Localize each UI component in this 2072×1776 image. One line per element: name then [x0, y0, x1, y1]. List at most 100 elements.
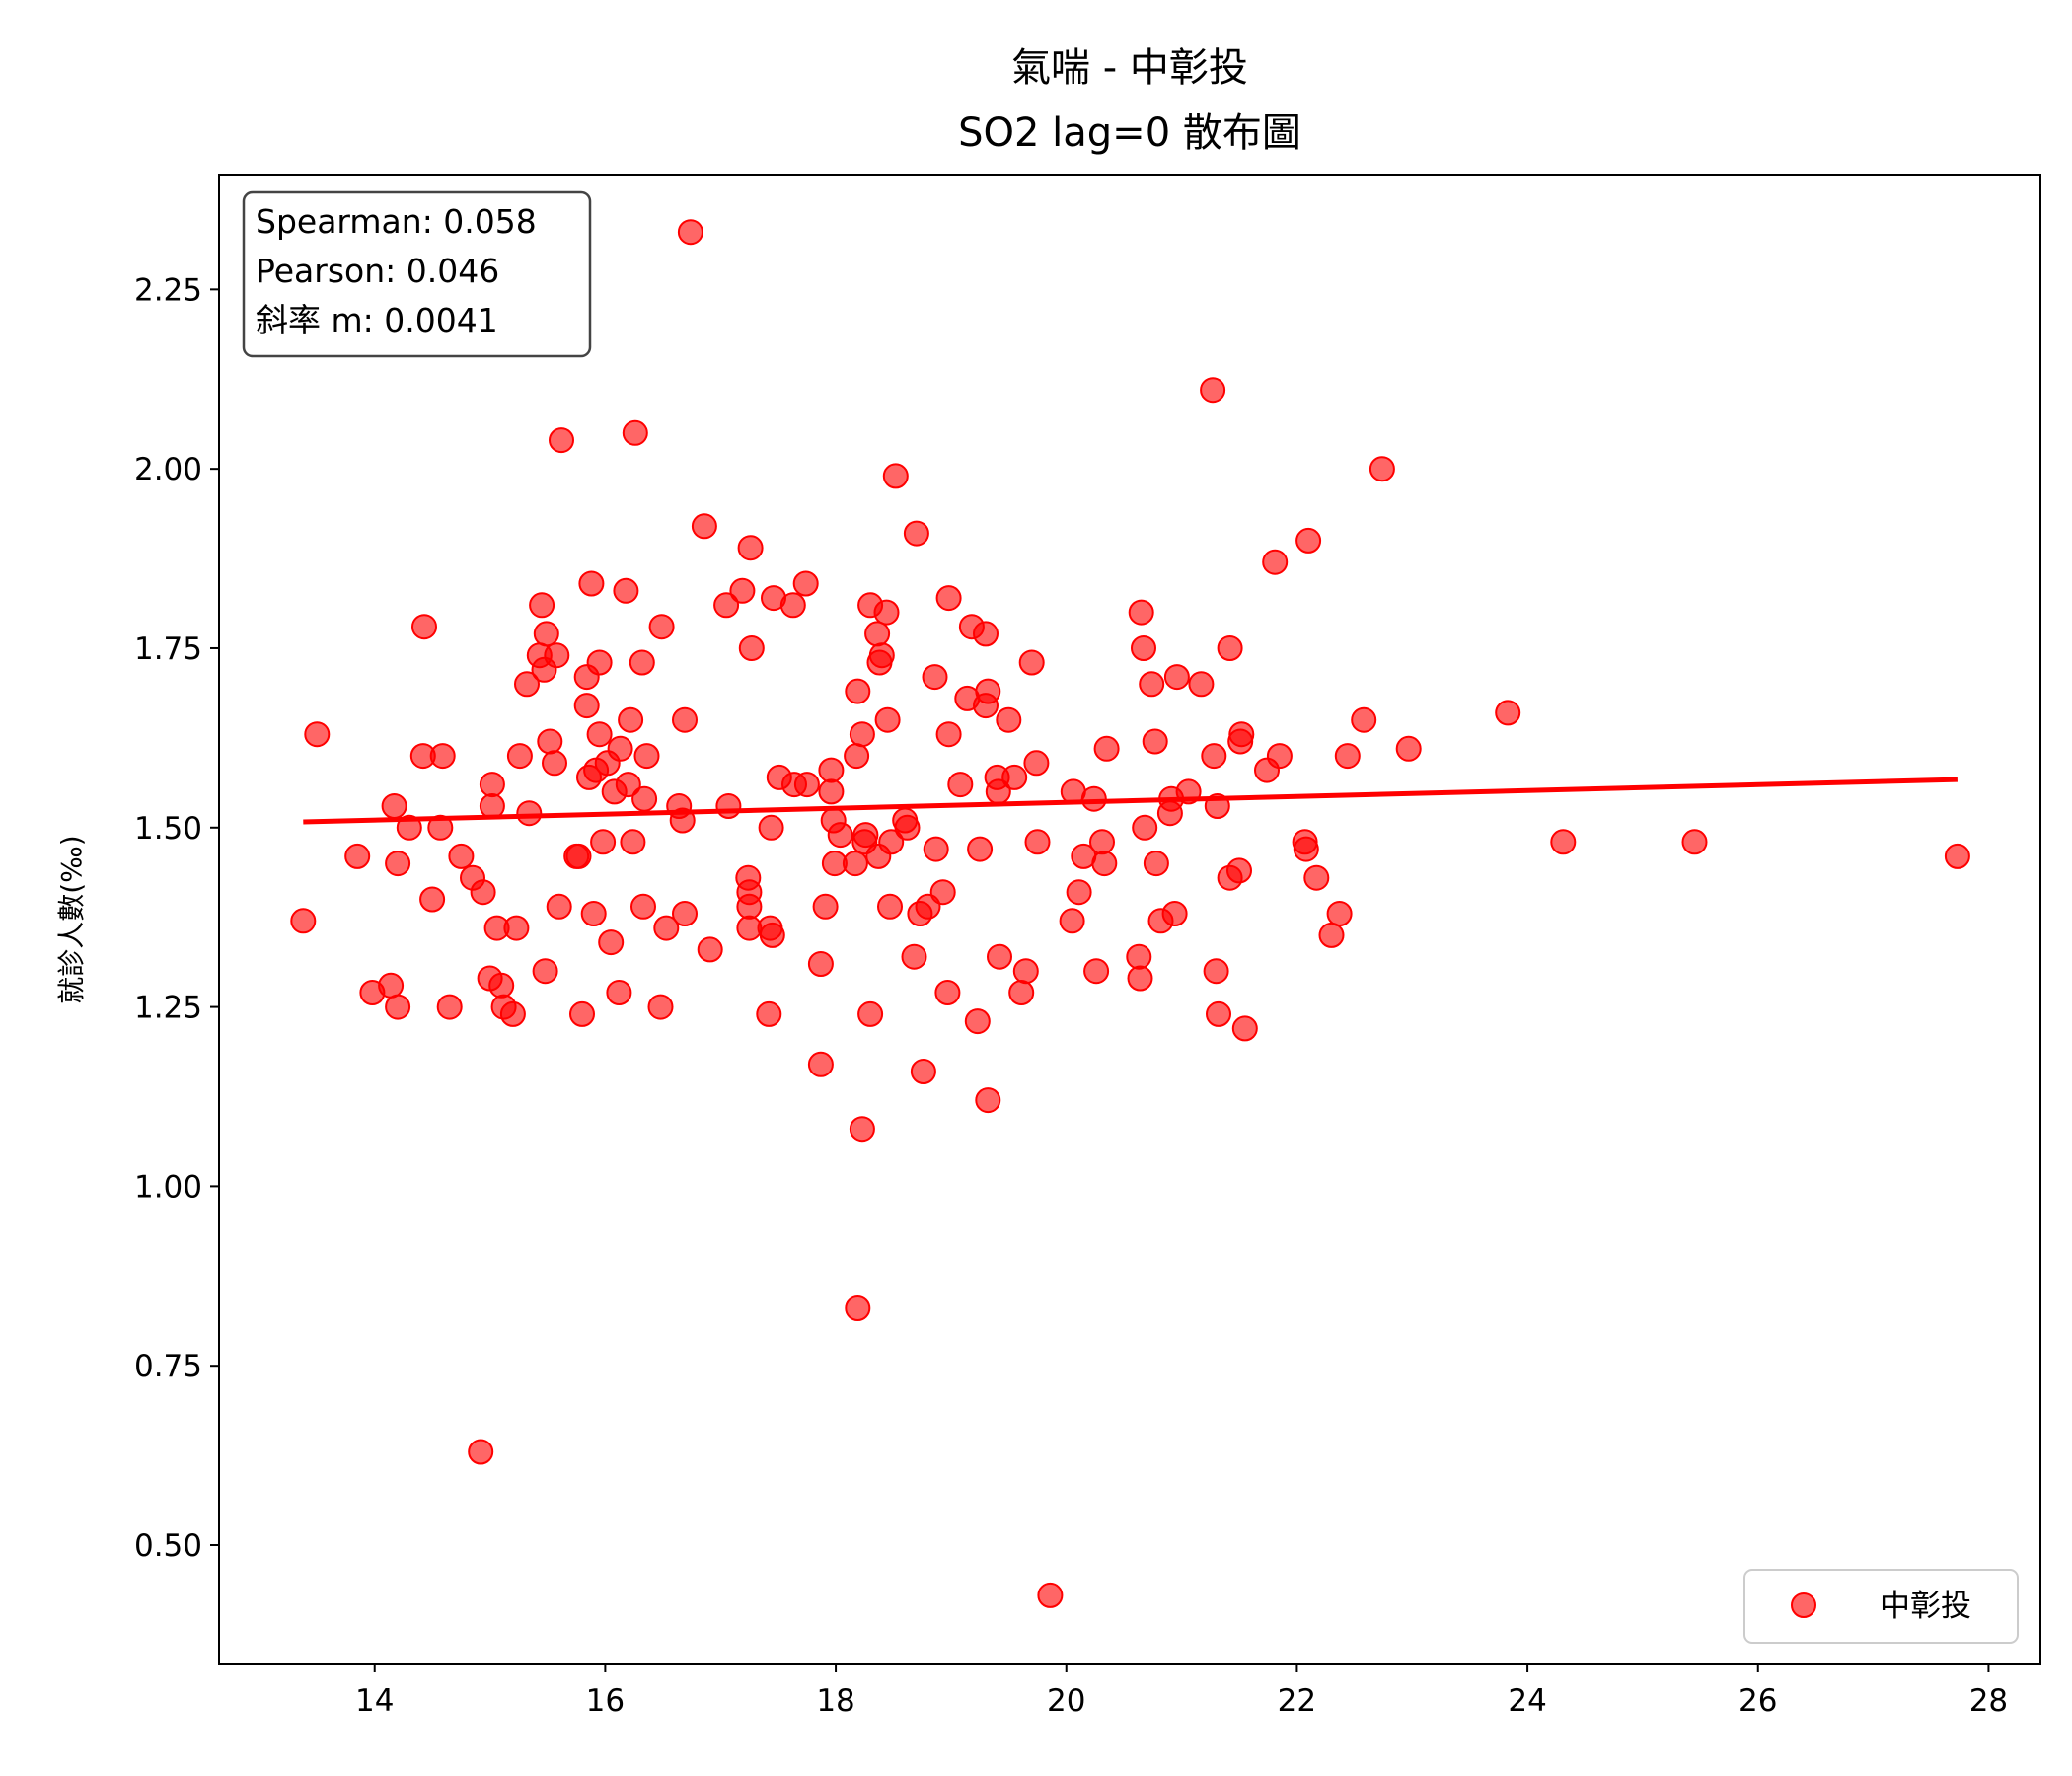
y-axis-label: 就診人數(‰): [55, 835, 88, 1003]
plot-frame: [218, 174, 2041, 1665]
marks-layer: [290, 219, 1970, 1608]
data-point: [1200, 377, 1226, 404]
data-point: [947, 772, 974, 798]
data-point: [792, 570, 819, 597]
data-point: [479, 772, 505, 798]
data-point: [1037, 1582, 1064, 1608]
data-point: [529, 592, 555, 619]
data-point: [344, 843, 371, 869]
data-point: [715, 793, 742, 819]
x-tick-label: 26: [1739, 1683, 1777, 1719]
data-point: [1012, 958, 1039, 985]
data-point: [877, 893, 903, 920]
y-tick-label: 2.00: [134, 452, 202, 487]
legend-label: 中彰投: [1880, 1589, 1971, 1624]
data-point: [812, 893, 839, 920]
data-point: [818, 778, 845, 805]
data-point: [857, 1000, 884, 1027]
data-point: [868, 642, 895, 669]
data-point: [1132, 814, 1158, 841]
data-point: [385, 851, 411, 877]
stats-box-frame: [242, 190, 592, 358]
y-tick-label: 0.75: [134, 1349, 202, 1384]
x-tick-label: 24: [1508, 1683, 1546, 1719]
data-point: [1334, 743, 1361, 770]
data-point: [1089, 829, 1115, 855]
data-point: [1326, 901, 1353, 926]
data-point: [516, 800, 543, 827]
data-point: [697, 936, 723, 963]
x-tick-label: 22: [1278, 1683, 1316, 1719]
data-point: [631, 785, 658, 812]
data-point: [1550, 829, 1577, 855]
data-point: [586, 721, 613, 748]
data-point: [691, 513, 717, 540]
data-point: [1093, 735, 1120, 762]
data-point: [1231, 1015, 1258, 1042]
data-point: [852, 822, 879, 849]
data-point: [1163, 664, 1190, 691]
data-point: [882, 463, 909, 489]
data-point: [607, 735, 633, 762]
data-point: [1395, 735, 1422, 762]
data-point: [578, 570, 605, 597]
data-point: [975, 1087, 1001, 1114]
data-point: [1018, 649, 1045, 676]
data-point: [378, 972, 405, 999]
data-point: [1091, 851, 1118, 877]
data-point: [1228, 721, 1255, 748]
data-point: [738, 635, 765, 661]
data-point: [793, 772, 820, 798]
data-point: [618, 706, 644, 733]
data-point: [488, 972, 515, 999]
y-tick-label: 1.25: [134, 991, 202, 1026]
data-point: [935, 721, 962, 748]
x-tick-label: 18: [816, 1683, 854, 1719]
x-tick-label: 20: [1047, 1683, 1085, 1719]
data-point: [807, 951, 834, 977]
data-point: [1495, 700, 1521, 726]
data-point: [1369, 456, 1395, 482]
stats-spearman: Spearman: 0.058: [256, 202, 537, 241]
data-point: [996, 706, 1022, 733]
data-point: [849, 721, 875, 748]
data-point: [598, 929, 625, 956]
data-point: [894, 814, 921, 841]
data-point: [532, 958, 558, 985]
data-point: [975, 678, 1001, 704]
data-point: [842, 851, 868, 877]
data-point: [929, 879, 956, 906]
data-point: [580, 901, 607, 926]
data-point: [411, 614, 437, 640]
data-point: [381, 793, 407, 819]
data-point: [758, 814, 784, 841]
data-point: [648, 614, 675, 640]
data-point: [1161, 901, 1188, 926]
y-tick-label: 1.50: [134, 811, 202, 847]
x-tick-label: 16: [586, 1683, 625, 1719]
data-point: [537, 728, 563, 755]
data-point: [1131, 635, 1156, 661]
data-point: [1318, 922, 1345, 948]
data-point: [533, 621, 559, 647]
data-point: [514, 671, 540, 698]
data-point: [1217, 635, 1243, 661]
legend-frame: [1743, 1569, 2019, 1644]
data-point: [647, 994, 674, 1020]
data-point: [844, 743, 870, 770]
data-point: [935, 585, 962, 612]
data-point: [1128, 599, 1154, 626]
data-point: [1008, 980, 1035, 1005]
data-point: [973, 621, 999, 647]
data-point: [672, 706, 698, 733]
data-point: [565, 843, 592, 869]
data-point: [818, 757, 845, 783]
data-point: [615, 772, 641, 798]
data-point: [385, 994, 411, 1020]
data-point: [542, 750, 567, 777]
data-point: [1351, 706, 1377, 733]
x-tick-label: 28: [1969, 1683, 2008, 1719]
x-tick-label: 14: [355, 1683, 394, 1719]
chart-subtitle: SO2 lag=0 散布圖: [958, 111, 1301, 156]
data-point: [923, 836, 949, 862]
